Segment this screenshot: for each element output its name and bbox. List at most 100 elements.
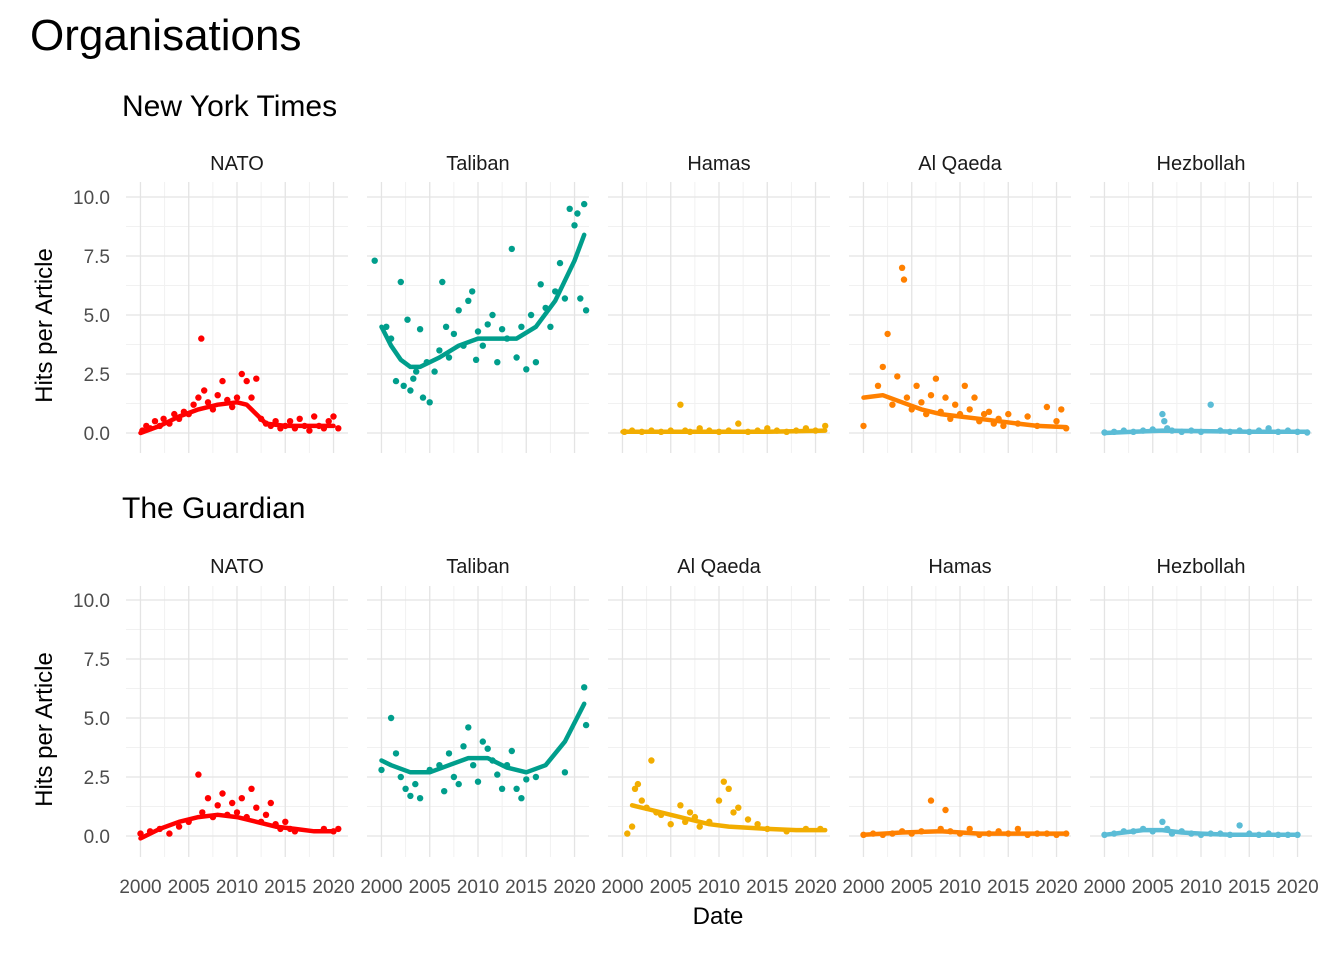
facet-label: Hezbollah xyxy=(1157,556,1246,578)
x-tick-label: 2015 xyxy=(746,877,788,898)
x-tick-label: 2010 xyxy=(457,877,499,898)
data-point xyxy=(267,799,274,807)
y-tick-label: 2.5 xyxy=(84,365,110,386)
facet-panel: Al Qaeda 2000 2005 2010 2015 2020 xyxy=(601,556,836,898)
data-point xyxy=(419,394,427,401)
data-point xyxy=(243,377,250,385)
data-point xyxy=(822,422,829,430)
y-tick-label: 10.0 xyxy=(73,591,110,612)
data-point xyxy=(932,375,940,382)
data-point xyxy=(330,413,337,420)
data-point xyxy=(628,823,636,830)
data-point xyxy=(465,724,472,731)
data-point xyxy=(474,328,482,335)
data-point xyxy=(442,323,450,330)
data-point xyxy=(151,418,159,425)
data-point xyxy=(470,762,477,769)
data-point xyxy=(581,200,588,208)
data-point xyxy=(884,330,891,338)
facet-label: Al Qaeda xyxy=(918,153,1002,175)
data-point xyxy=(686,809,694,816)
data-point xyxy=(214,392,221,399)
data-point xyxy=(561,295,569,302)
data-point xyxy=(582,721,590,729)
data-point xyxy=(532,359,540,366)
gridlines xyxy=(1090,586,1312,857)
gridlines xyxy=(367,586,589,857)
gridlines xyxy=(849,586,1071,857)
facet-panel: Hezbollah xyxy=(1090,153,1312,453)
facet-panel: NATO 2000 2005 2010 2015 2020 xyxy=(119,556,354,898)
data-point xyxy=(715,797,723,804)
trend-line xyxy=(1102,827,1300,838)
data-point xyxy=(431,368,438,375)
data-point xyxy=(335,425,342,432)
data-point xyxy=(335,825,342,833)
facet-label: Hezbollah xyxy=(1157,153,1246,175)
y-tick-label: 7.5 xyxy=(84,650,110,671)
data-point xyxy=(577,295,584,302)
data-point xyxy=(198,335,205,342)
data-point xyxy=(392,750,400,757)
x-tick-label: 2010 xyxy=(939,877,981,898)
data-point xyxy=(426,399,433,406)
x-tick-label: 2020 xyxy=(794,877,836,898)
data-point xyxy=(219,790,226,797)
data-point xyxy=(450,330,458,338)
x-tick-label: 2020 xyxy=(1035,877,1077,898)
data-point xyxy=(903,394,911,401)
data-point xyxy=(413,368,420,375)
x-tick-label: 2000 xyxy=(360,877,402,898)
data-point xyxy=(566,205,573,212)
data-point xyxy=(1014,825,1022,833)
data-point xyxy=(233,394,241,401)
data-point xyxy=(195,394,202,401)
data-point xyxy=(532,773,540,781)
data-point xyxy=(527,311,535,319)
data-point xyxy=(1053,418,1060,425)
data-point xyxy=(262,811,270,818)
data-point xyxy=(455,307,462,314)
x-tick-label: 2010 xyxy=(698,877,740,898)
trend-line xyxy=(138,400,336,436)
data-point xyxy=(889,401,896,408)
x-tick-label: 2000 xyxy=(119,877,161,898)
facet-panel: Hamas xyxy=(608,153,830,453)
data-point xyxy=(927,797,935,804)
data-point xyxy=(556,259,564,267)
data-point xyxy=(199,809,206,816)
data-point xyxy=(874,382,882,389)
data-point xyxy=(898,264,906,271)
data-point xyxy=(547,323,554,330)
data-point xyxy=(214,802,221,809)
x-tick-label: 2015 xyxy=(505,877,547,898)
data-point xyxy=(498,326,506,333)
data-point xyxy=(436,347,443,354)
data-point xyxy=(484,321,491,328)
x-tick-label: 2015 xyxy=(264,877,306,898)
x-axis-label: Date xyxy=(693,903,744,930)
trend-line xyxy=(861,392,1069,430)
data-point xyxy=(638,797,645,804)
x-tick-label: 2005 xyxy=(891,877,933,898)
y-tick-label: 0.0 xyxy=(84,827,110,848)
x-tick-label: 2005 xyxy=(650,877,692,898)
panel-row-1: New York Times Hits per Article 0.0 2.5 5.0 7… xyxy=(31,90,1312,453)
gridlines xyxy=(367,182,589,453)
chart-title: Organisations xyxy=(30,11,301,60)
data-point xyxy=(378,766,385,774)
data-point xyxy=(282,818,289,825)
x-tick-label: 2015 xyxy=(987,877,1029,898)
data-point xyxy=(508,245,515,253)
data-point xyxy=(985,408,993,415)
trend-line xyxy=(861,829,1069,838)
data-point xyxy=(513,354,520,361)
data-point xyxy=(175,823,183,830)
data-point xyxy=(387,714,395,722)
data-point xyxy=(195,771,202,778)
data-point xyxy=(725,785,732,792)
facet-label: NATO xyxy=(210,556,264,578)
data-point xyxy=(952,401,959,408)
data-point xyxy=(1058,406,1065,413)
